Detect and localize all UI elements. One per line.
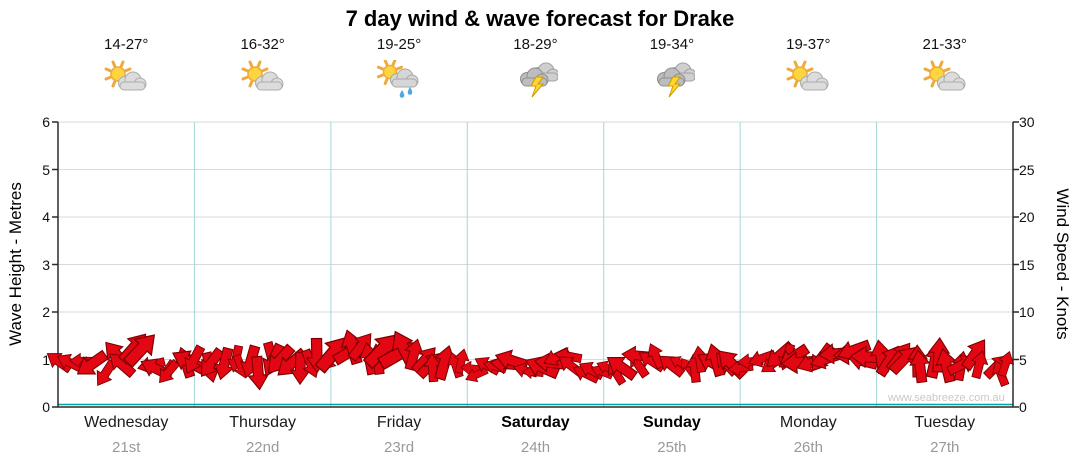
day-temp: 19-25° <box>376 36 422 53</box>
day-name: Monday <box>779 414 837 431</box>
partly-cloudy-icon <box>785 60 831 102</box>
day-labels-row: Wednesday 21st Thursday 22nd Friday 23rd Satur… <box>58 414 1013 456</box>
day-temp: 14-27° <box>104 36 149 53</box>
day-label: Sunday 25th <box>604 414 740 456</box>
day-header: 18-29° <box>467 36 603 102</box>
day-date: 26th <box>793 439 823 456</box>
partly-cloudy-icon <box>240 60 286 102</box>
page-title: 7 day wind & wave forecast for Drake <box>345 6 735 31</box>
day-headers: 14-27° 16-32° 19-25° 18-29° 19-34° 19-37° 21-3… <box>58 36 1013 102</box>
day-header: 14-27° <box>58 36 194 102</box>
day-header: 16-32° <box>194 36 330 102</box>
day-temp: 19-37° <box>786 36 831 53</box>
day-name: Tuesday <box>914 414 976 431</box>
day-name: Wednesday <box>84 414 169 431</box>
day-header: 21-33° <box>877 36 1013 102</box>
day-label: Thursday 22nd <box>194 414 330 456</box>
day-temp: 18-29° <box>513 36 558 53</box>
day-date: 24th <box>520 439 551 456</box>
day-name: Saturday <box>501 414 570 431</box>
day-header: 19-25° <box>331 36 467 102</box>
day-date: 27th <box>930 439 960 456</box>
day-date: 22nd <box>245 439 280 456</box>
partly-cloudy-icon <box>922 60 968 102</box>
watermark: www.seabreeze.com.au <box>888 392 1005 404</box>
partly-cloudy-rain-icon <box>376 59 422 102</box>
day-date: 25th <box>657 439 687 456</box>
day-date: 21st <box>112 439 141 456</box>
day-label: Tuesday 27th <box>877 414 1013 456</box>
day-date: 23rd <box>384 439 415 456</box>
thunderstorm-icon <box>649 60 697 102</box>
day-name: Sunday <box>643 414 701 431</box>
day-header: 19-34° <box>604 36 740 102</box>
day-name: Friday <box>376 414 422 431</box>
day-name: Thursday <box>229 414 296 431</box>
day-label: Friday 23rd <box>331 414 467 456</box>
day-label: Saturday 24th <box>467 414 603 456</box>
day-temp: 21-33° <box>922 36 967 53</box>
day-label: Wednesday 21st <box>58 414 194 456</box>
partly-cloudy-icon <box>103 60 149 102</box>
left-axis-title: Wave Height - Metres <box>6 182 25 346</box>
right-axis-title: Wind Speed - Knots <box>1053 188 1072 340</box>
day-temp: 16-32° <box>240 36 285 53</box>
day-temp: 19-34° <box>649 36 695 53</box>
thunderstorm-icon <box>512 60 560 102</box>
day-label: Monday 26th <box>740 414 876 456</box>
day-header: 19-37° <box>740 36 876 102</box>
